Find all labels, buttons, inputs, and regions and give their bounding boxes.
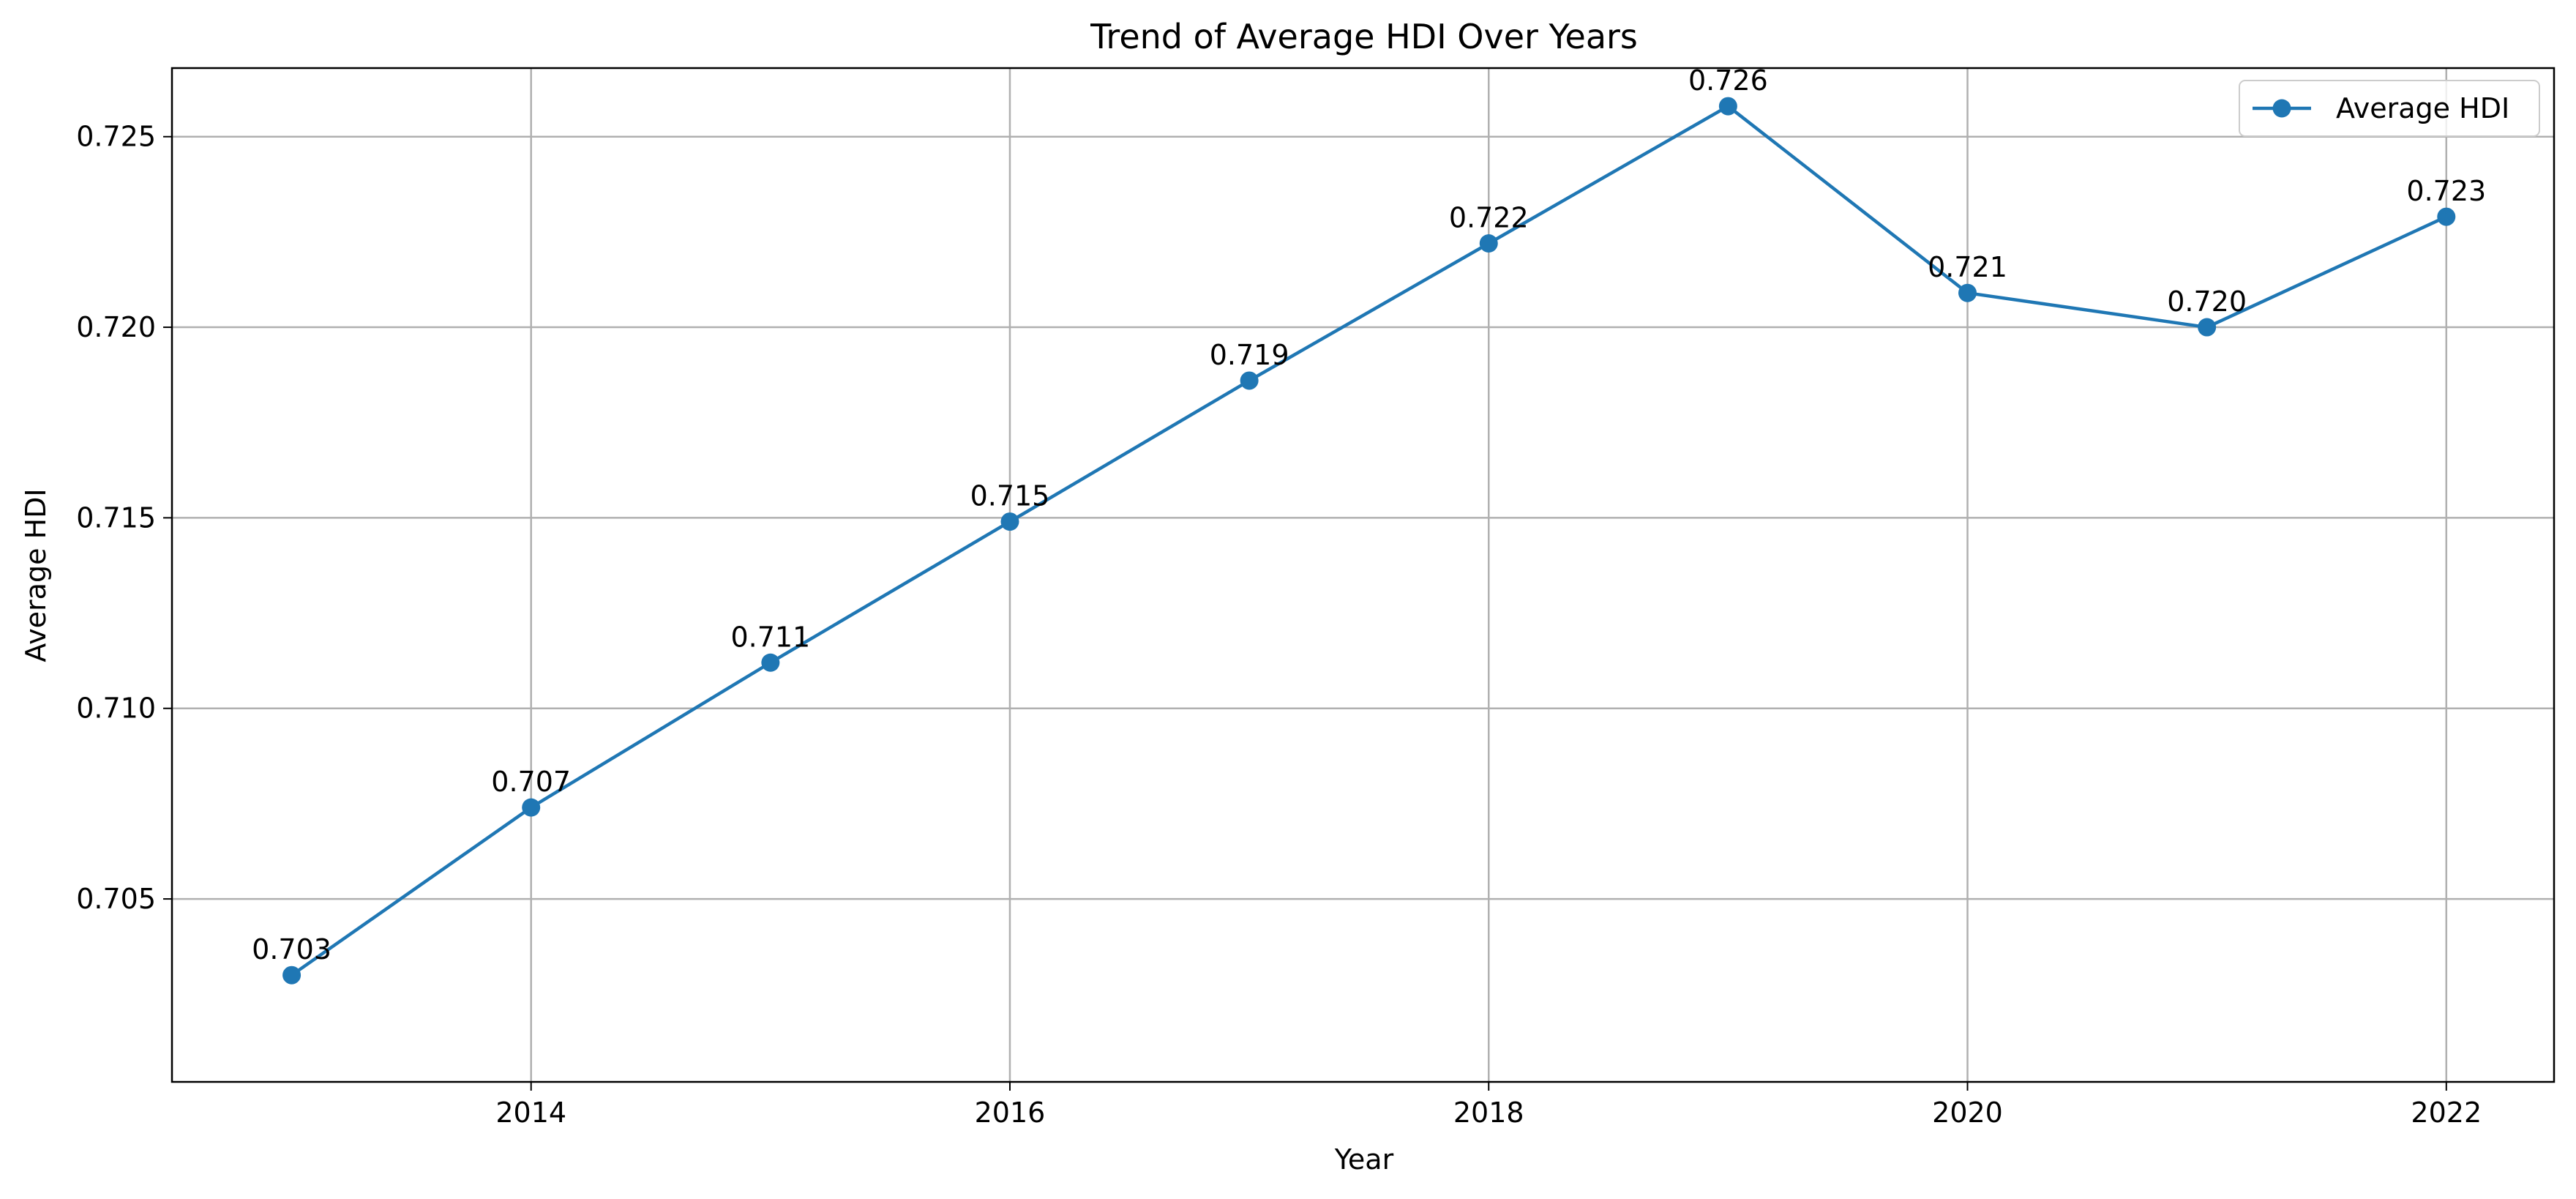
series-line [291,104,2447,977]
chart-title: Trend of Average HDI Over Years [1090,17,1638,56]
legend: Average HDI [2239,80,2540,137]
series-layer [282,97,2456,985]
data-label: 0.703 [252,933,332,965]
data-point [761,653,780,672]
data-point [522,798,541,817]
data-label: 0.721 [1928,251,2007,283]
x-tick-label: 2020 [1932,1097,2003,1129]
legend-label: Average HDI [2336,92,2509,124]
data-point [1958,283,1977,302]
data-point [2198,318,2217,337]
data-point [1718,97,1737,116]
data-label: 0.726 [1688,64,1768,97]
x-tick-label: 2018 [1453,1097,1524,1129]
data-point [1000,512,1019,531]
data-label: 0.720 [2167,285,2247,318]
data-label: 0.715 [970,480,1050,512]
grid-lines [172,68,2554,1082]
y-tick-label: 0.720 [76,311,156,343]
data-point [2437,207,2456,226]
data-label: 0.707 [491,766,571,798]
data-point [282,965,302,985]
axes: 2014 2016 2018 2020 2022 0.705 0.710 0.715 0.720… [76,67,2556,1129]
x-tick-label: 2022 [2411,1097,2482,1129]
y-tick-label: 0.725 [76,121,156,153]
y-tick-label: 0.710 [76,692,156,725]
data-labels: 0.703 0.707 0.711 0.715 0.719 0.722 0.726 0.721… [252,64,2486,965]
y-tick-label: 0.715 [76,501,156,534]
data-label: 0.722 [1449,202,1529,234]
data-label: 0.719 [1210,339,1289,371]
legend-box [2239,80,2540,137]
plot-frame [171,67,2556,1083]
data-label: 0.723 [2406,175,2486,207]
legend-marker [2272,99,2291,118]
x-tick-label: 2014 [495,1097,566,1129]
data-point [1479,234,1498,253]
data-label: 0.711 [730,621,810,653]
y-tick-label: 0.705 [76,883,156,915]
data-point [1240,371,1259,390]
x-axis-label: Year [1334,1143,1394,1176]
y-axis-label: Average HDI [20,488,52,662]
x-tick-label: 2016 [975,1097,1046,1129]
